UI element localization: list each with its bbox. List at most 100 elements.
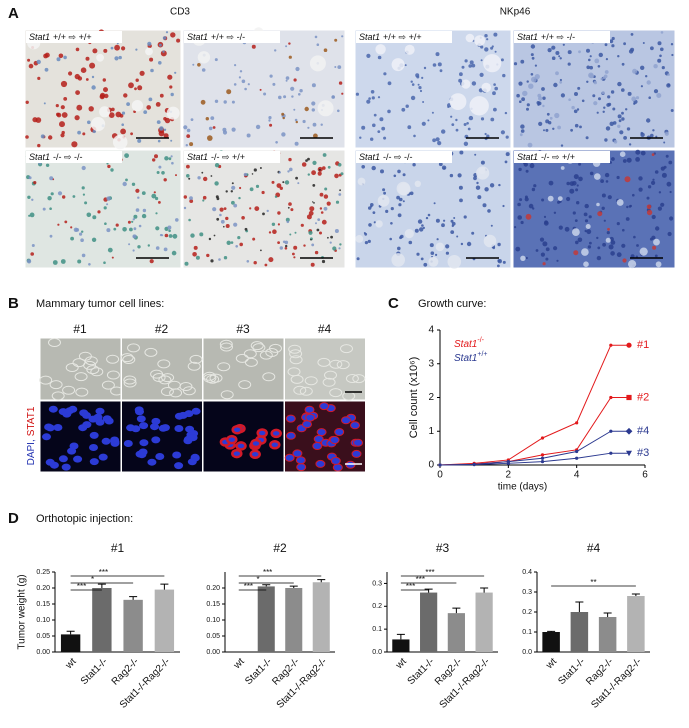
cell — [393, 174, 397, 178]
cell — [650, 133, 654, 138]
cell — [625, 108, 628, 111]
cell — [205, 117, 209, 121]
nucleus — [319, 402, 330, 411]
cell — [405, 104, 409, 108]
cell — [567, 50, 572, 55]
cell — [329, 388, 343, 398]
cell — [490, 224, 493, 227]
cell — [588, 215, 592, 219]
cell — [115, 111, 122, 118]
cell — [314, 250, 319, 255]
cell — [504, 160, 508, 164]
bar — [257, 586, 275, 652]
cell — [441, 223, 445, 228]
cell — [572, 211, 576, 215]
cell — [612, 107, 616, 111]
legend-marker — [626, 394, 632, 401]
cell — [607, 95, 611, 99]
error-bar — [289, 585, 298, 588]
cell — [480, 59, 483, 62]
cell — [451, 221, 456, 226]
cell — [471, 231, 475, 235]
cell — [288, 202, 292, 206]
cell — [37, 143, 41, 148]
cell — [428, 256, 439, 267]
cell — [47, 196, 52, 201]
cell — [631, 96, 637, 102]
cell — [383, 136, 387, 140]
nucleus — [151, 417, 161, 425]
cell — [31, 198, 34, 201]
cell — [520, 129, 525, 133]
point — [575, 456, 579, 460]
cell — [575, 188, 579, 192]
cell — [122, 227, 127, 232]
cell — [244, 87, 247, 91]
cell — [401, 107, 406, 112]
cell — [479, 72, 484, 77]
cell — [202, 195, 207, 200]
cell — [573, 250, 579, 256]
cell — [49, 380, 63, 390]
cell — [156, 120, 161, 124]
cell — [445, 251, 449, 255]
series-line — [439, 344, 612, 466]
cell — [160, 50, 167, 57]
cell — [43, 53, 48, 59]
cell — [593, 80, 597, 85]
cell — [592, 94, 596, 98]
category-label: Stat1-/-Rag2-/- — [275, 656, 330, 711]
cell — [663, 165, 667, 169]
cell — [337, 109, 340, 113]
cell — [310, 238, 312, 241]
cell — [161, 234, 164, 237]
cell — [231, 185, 236, 190]
nucleus — [350, 421, 360, 430]
cell — [663, 141, 666, 144]
cell — [142, 208, 147, 213]
cell — [234, 64, 237, 67]
cell — [573, 109, 578, 114]
cell — [288, 157, 292, 162]
cell — [72, 195, 76, 198]
cell — [586, 229, 592, 235]
cell — [390, 207, 394, 211]
cell — [379, 117, 384, 122]
cell — [504, 111, 508, 115]
cell — [223, 256, 228, 260]
cell — [364, 241, 368, 245]
cell — [525, 213, 532, 220]
cell — [587, 245, 592, 249]
nucleus — [305, 413, 316, 422]
cell — [581, 248, 589, 256]
cell — [174, 71, 177, 74]
genotype: -/- ⇨ +/+ — [541, 152, 575, 162]
cell — [377, 96, 381, 99]
cell — [586, 48, 590, 53]
cell — [289, 167, 293, 172]
cell — [383, 191, 386, 195]
cell — [554, 112, 560, 119]
cell — [652, 178, 655, 181]
cell — [366, 53, 371, 59]
point — [438, 463, 442, 467]
cell — [158, 375, 172, 385]
cell — [438, 162, 443, 167]
cell — [668, 160, 673, 165]
cell — [543, 129, 545, 132]
error-bar — [160, 583, 169, 590]
cell — [578, 50, 581, 54]
cell — [231, 182, 234, 185]
cell — [197, 176, 201, 180]
cell — [120, 353, 134, 363]
cell — [189, 196, 193, 201]
cell — [616, 252, 622, 258]
cell — [239, 70, 243, 73]
cell — [627, 91, 632, 96]
cell — [330, 235, 333, 239]
cell — [170, 92, 174, 97]
cell — [121, 46, 126, 51]
cell — [307, 173, 310, 176]
cell — [282, 116, 285, 120]
cell — [463, 123, 467, 126]
